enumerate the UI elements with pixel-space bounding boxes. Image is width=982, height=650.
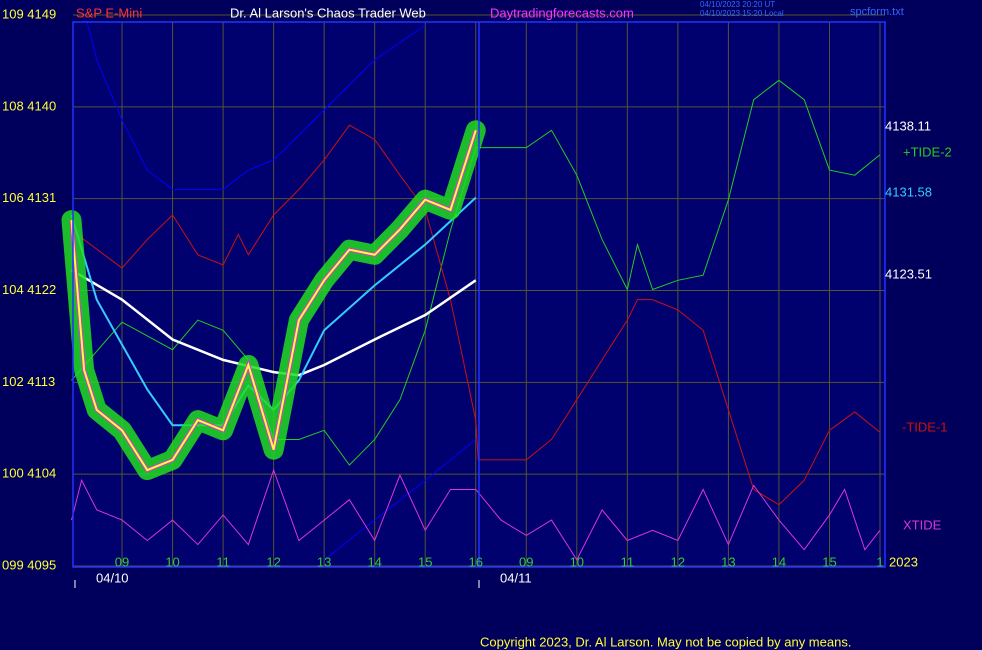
x-tick-label: 14 (772, 554, 786, 569)
price-label: 4123.51 (885, 266, 932, 281)
series-line (70, 129, 477, 472)
legend-label: XTIDE (903, 517, 942, 532)
x-tick-label: 12 (671, 554, 685, 569)
x-tick-label: 11 (621, 554, 635, 569)
x-tick-label: 11 (216, 554, 230, 569)
legend-label: +TIDE-2 (903, 144, 952, 159)
file-name: spcform.txt (850, 6, 904, 18)
y-tick-label: 100 4104 (2, 466, 56, 481)
x-tick-label: 09 (519, 554, 533, 569)
timestamp: 04/10/2023 20:20 UT (700, 0, 775, 9)
y-tick-label: 108 4140 (2, 98, 56, 113)
y-tick-label: 109 4149 (2, 6, 56, 21)
copyright: Copyright 2023, Dr. Al Larson. May not b… (480, 634, 851, 649)
y-tick-label: 104 4122 (2, 282, 56, 297)
y-tick-label: 106 4131 (2, 190, 56, 205)
date-label: 04/11 (500, 570, 532, 585)
x-tick-label: 10 (165, 554, 179, 569)
x-tick-label: 16 (469, 554, 483, 569)
series-line (71, 124, 881, 506)
chart-title: Dr. Al Larson's Chaos Trader Web (230, 5, 426, 20)
y-tick-label: 102 4113 (2, 374, 55, 389)
year-label: 2023 (889, 554, 918, 569)
series-line (323, 439, 477, 561)
x-tick-label: 15 (822, 554, 836, 569)
date-label: 04/10 (96, 570, 129, 585)
x-tick-label: 13 (721, 554, 735, 569)
x-tick-label: 15 (418, 554, 432, 569)
site: Daytradingforecasts.com (490, 5, 634, 20)
instrument: S&P E-Mini (76, 5, 142, 20)
legend-label: -TIDE-1 (902, 419, 948, 434)
series-line (86, 19, 426, 190)
x-tick-label: 10 (570, 554, 584, 569)
x-tick-label: 14 (367, 554, 381, 569)
x-tick-label: 12 (266, 554, 280, 569)
x-tick-label: 09 (115, 554, 129, 569)
x-tick-label: 13 (317, 554, 331, 569)
price-label: 4131.58 (885, 184, 932, 199)
y-tick-label: 099 4095 (2, 557, 56, 572)
x-tick-label: 1 (876, 554, 883, 569)
lines (61, 19, 881, 561)
series-line (71, 468, 881, 561)
timestamp: 04/10/2023 15:20 Local (700, 9, 784, 18)
price-label: 4138.11 (885, 118, 931, 133)
